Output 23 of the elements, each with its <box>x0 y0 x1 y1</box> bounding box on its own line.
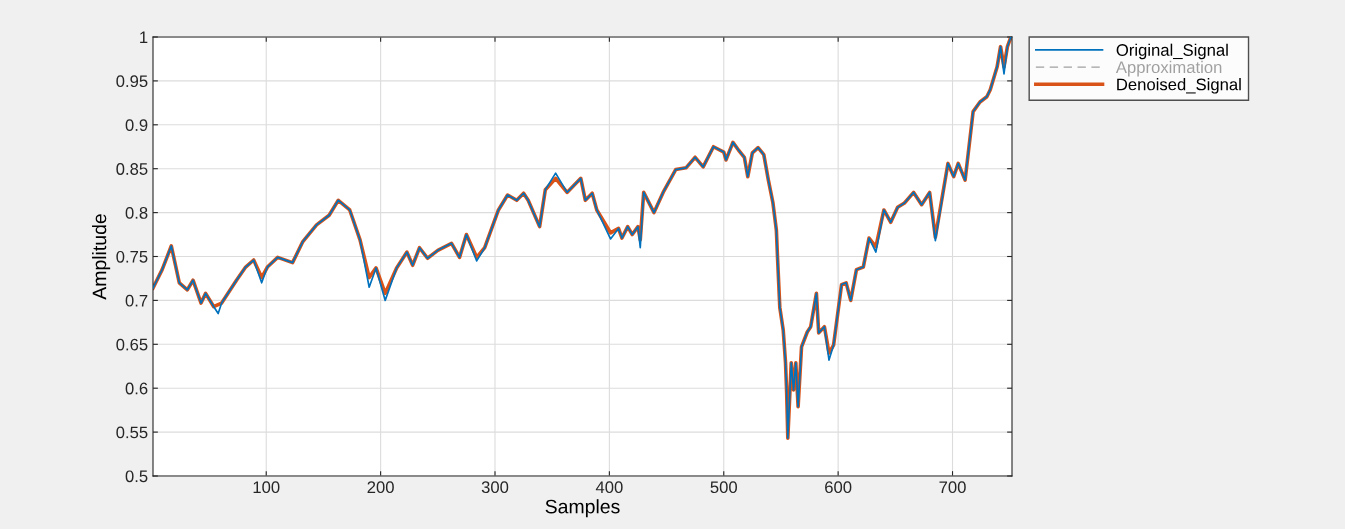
x-tick-label: 300 <box>481 481 509 494</box>
x-tick-label: 700 <box>939 481 966 494</box>
x-tick-label: 600 <box>825 481 852 494</box>
x-tick-label: 100 <box>253 481 280 494</box>
y-tick-label: 0.95 <box>116 75 148 88</box>
y-tick-label: 1 <box>140 31 148 44</box>
x-tick-label: 500 <box>710 481 738 494</box>
y-tick-label: 0.7 <box>125 294 148 307</box>
y-tick-label: 0.9 <box>125 119 148 131</box>
x-tick-label: 400 <box>595 481 623 494</box>
y-axis-title: Amplitude <box>92 214 111 300</box>
legend-label: Denoised_Signal <box>1117 78 1241 94</box>
y-tick-label: 0.55 <box>116 426 148 439</box>
x-axis-title: Samples <box>545 499 620 518</box>
x-tick-label: 200 <box>367 481 394 494</box>
legend-label: Original_Signal <box>1116 43 1228 60</box>
y-tick-label: 0.5 <box>125 470 148 483</box>
y-tick-label: 0.75 <box>116 250 148 263</box>
y-tick-label: 0.65 <box>116 338 148 351</box>
y-tick-label: 0.85 <box>116 163 148 175</box>
y-tick-label: 0.8 <box>125 207 148 219</box>
y-tick-label: 0.6 <box>125 382 148 395</box>
legend-label: Approximation <box>1115 60 1222 77</box>
